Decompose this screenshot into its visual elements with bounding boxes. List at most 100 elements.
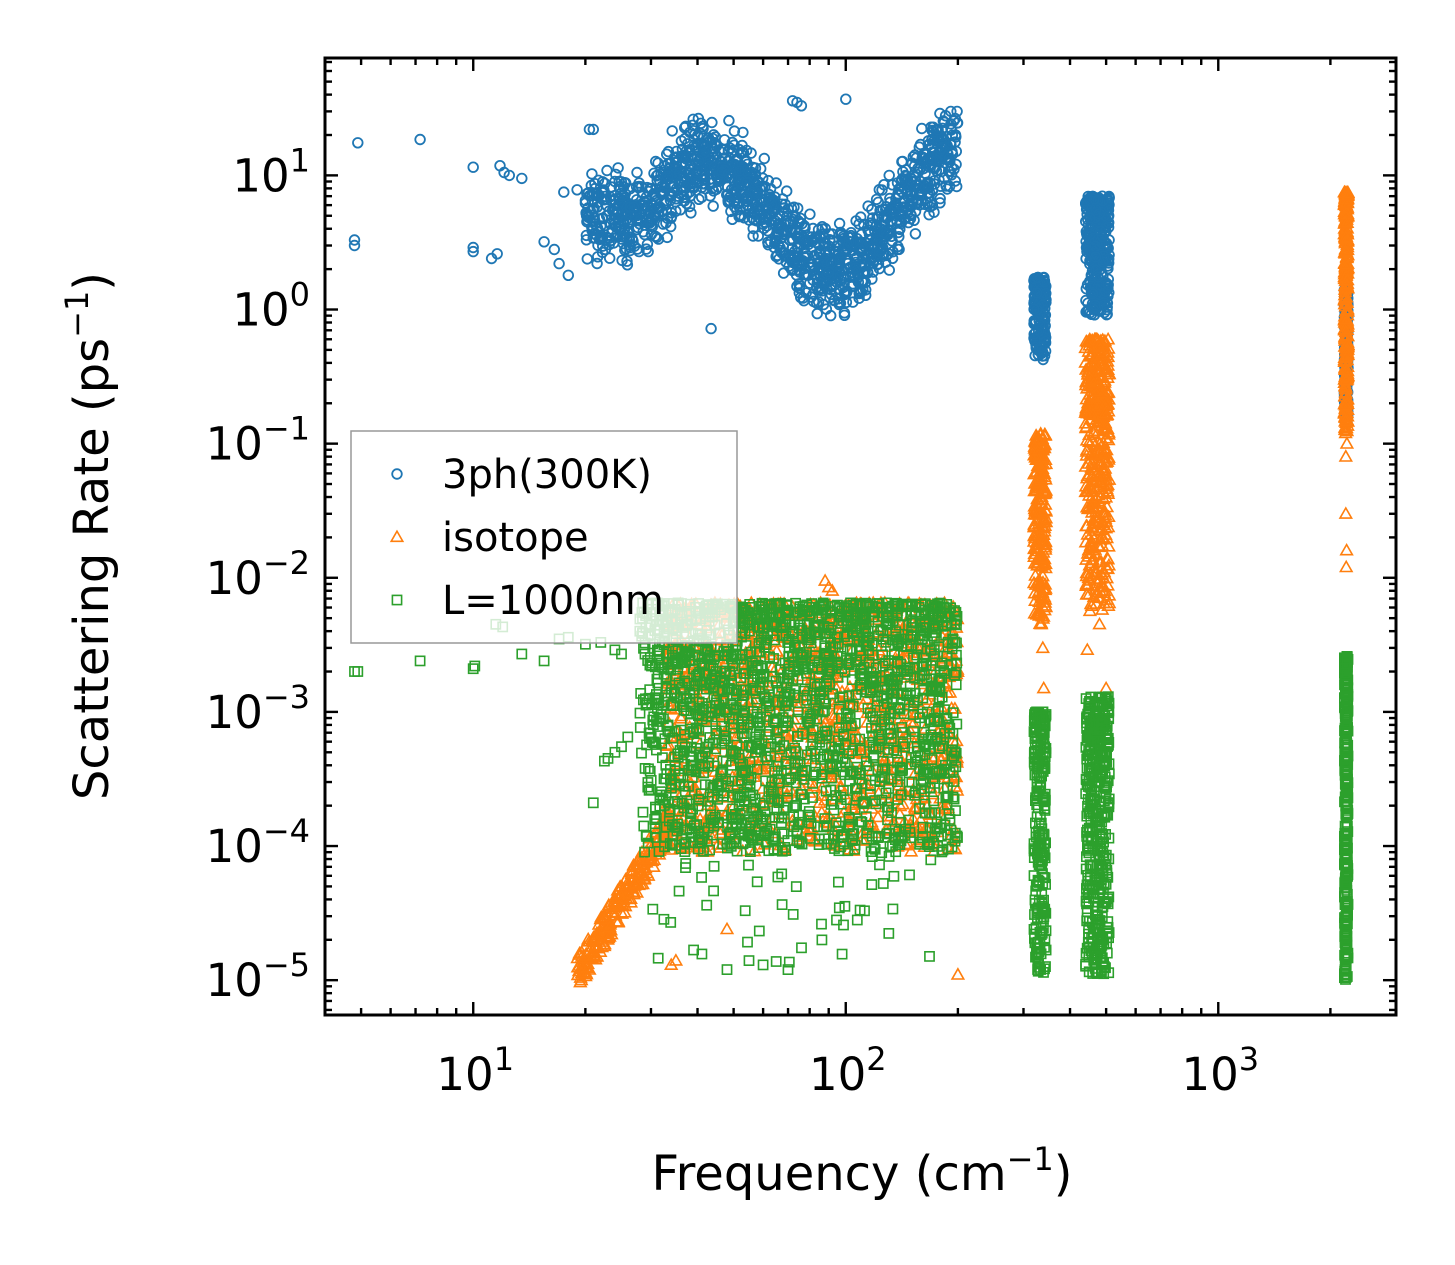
series-3ph-point — [853, 243, 866, 256]
series-3ph-point — [823, 266, 835, 278]
series-3ph-point — [588, 211, 600, 223]
series-3ph-point — [737, 126, 749, 139]
series-3ph-point — [467, 241, 479, 254]
series-3ph-point — [884, 192, 896, 205]
series-3ph-point — [838, 307, 851, 319]
series-3ph-point — [674, 204, 687, 216]
series-3ph-point — [687, 113, 699, 126]
series-3ph-point — [648, 167, 660, 180]
series-3ph-point — [937, 115, 950, 127]
series-3ph-point — [616, 190, 628, 202]
series-3ph-point — [723, 114, 735, 127]
series-3ph-point — [835, 275, 847, 287]
series-3ph-point — [1028, 303, 1040, 315]
series-3ph-point — [685, 207, 697, 219]
series-3ph-point — [662, 145, 675, 158]
series-3ph-point — [909, 170, 922, 183]
series-3ph-point — [866, 203, 878, 216]
series-3ph-point — [1101, 301, 1113, 313]
series-3ph-point — [697, 122, 709, 135]
series-3ph-point — [414, 133, 426, 146]
series-3ph-point — [1102, 253, 1115, 265]
series-3ph-point — [1082, 219, 1095, 231]
series-3ph-point — [858, 218, 870, 231]
series-3ph-point — [707, 129, 720, 141]
series-3ph-point — [553, 257, 565, 270]
series-3ph-point — [786, 256, 799, 269]
series-3ph-point — [853, 218, 865, 230]
series-3ph-point — [708, 161, 720, 173]
series-3ph-point — [638, 196, 650, 208]
series-3ph-point — [949, 136, 961, 148]
series-3ph-point — [945, 118, 957, 130]
series-3ph-point — [843, 235, 855, 248]
series-3ph-point — [586, 168, 598, 180]
series-3ph-point — [867, 246, 879, 259]
series-3ph-point — [945, 105, 957, 118]
series-3ph-point — [820, 247, 832, 259]
series-3ph-point — [904, 212, 917, 225]
series-3ph-point — [760, 210, 772, 222]
series-3ph-point — [631, 166, 643, 179]
series-3ph-point — [608, 237, 620, 249]
series-3ph-point — [951, 117, 964, 129]
series-3ph-point — [837, 281, 849, 294]
series-3ph-point — [816, 285, 828, 297]
series-3ph-point — [834, 251, 847, 263]
series-3ph-point — [855, 211, 867, 223]
series-3ph-point — [729, 188, 742, 201]
series-3ph-point — [653, 200, 666, 213]
series-3ph-point — [583, 123, 596, 136]
series-3ph-point — [601, 200, 613, 212]
series-3ph-point — [860, 289, 872, 302]
series-3ph-point — [622, 207, 634, 220]
series-circle — [348, 93, 1354, 429]
series-3ph-point — [348, 239, 361, 252]
series-3ph-point — [811, 307, 823, 320]
series-3ph-point — [693, 193, 705, 206]
series-3ph-point — [792, 233, 805, 245]
series-3ph-point — [924, 196, 937, 208]
series-3ph-point — [650, 155, 662, 168]
series-3ph-point — [758, 152, 771, 165]
data-points — [348, 93, 1356, 988]
series-3ph-point — [664, 194, 677, 206]
series-3ph-point — [853, 292, 865, 304]
series-3ph-point — [876, 184, 888, 196]
series-3ph-point — [610, 220, 623, 233]
series-3ph-point — [808, 264, 821, 277]
series-3ph-point — [709, 131, 722, 143]
series-3ph-point — [681, 138, 694, 150]
series-3ph-point — [1034, 341, 1047, 353]
series-3ph-point — [707, 200, 719, 212]
series-3ph-point — [743, 214, 756, 226]
series-3ph-point — [786, 225, 798, 237]
series-3ph-point — [812, 238, 825, 251]
series-3ph-point — [879, 256, 892, 268]
series-3ph-point — [700, 161, 712, 174]
series-3ph-point — [348, 234, 361, 246]
series-3ph-point — [1081, 198, 1094, 211]
series-3ph-point — [855, 228, 868, 241]
series-3ph-point — [641, 181, 653, 194]
series-3ph-point — [880, 203, 892, 216]
series-3ph-point — [946, 129, 959, 141]
series-3ph-point — [593, 225, 605, 238]
series-3ph-point — [816, 220, 828, 233]
series-3ph-point — [1090, 264, 1102, 277]
series-3ph-point — [814, 245, 827, 257]
series-3ph-point — [791, 280, 803, 293]
series-3ph-point — [661, 212, 674, 225]
series-3ph-point — [620, 214, 632, 226]
series-3ph-point — [491, 248, 503, 260]
series-3ph-point — [874, 223, 886, 236]
series-3ph-point — [645, 228, 658, 241]
series-3ph-point — [716, 166, 728, 179]
series-3ph-point — [1090, 203, 1102, 216]
series-3ph-point — [754, 182, 766, 194]
series-3ph-point — [951, 180, 963, 193]
series-3ph-point — [548, 243, 561, 256]
series-3ph-point — [860, 284, 872, 296]
series-3ph-point — [800, 287, 812, 299]
series-3ph-point — [739, 165, 751, 177]
